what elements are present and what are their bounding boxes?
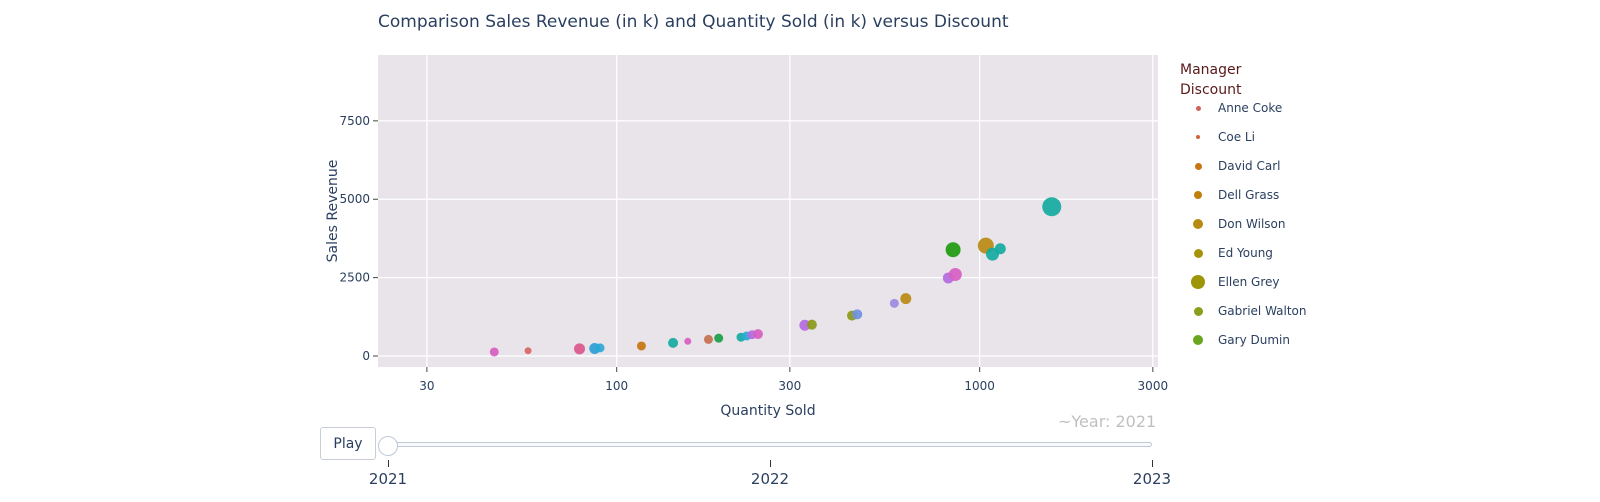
plot-background xyxy=(378,55,1158,367)
x-tick-label: 100 xyxy=(605,379,628,393)
legend-label: Anne Coke xyxy=(1218,101,1283,115)
legend-marker xyxy=(1194,162,1202,170)
legend-label: Gabriel Walton xyxy=(1218,304,1307,318)
data-point xyxy=(945,242,961,258)
legend-label: Ellen Grey xyxy=(1218,275,1280,289)
data-point xyxy=(852,309,863,320)
legend-item[interactable]: Gary Dumin xyxy=(1168,329,1313,351)
slider-step-tick xyxy=(1152,460,1153,467)
data-point xyxy=(1042,197,1062,217)
data-point xyxy=(636,341,646,351)
data-point xyxy=(900,293,912,305)
legend-item[interactable]: David Carl xyxy=(1168,155,1313,177)
slider-rail[interactable] xyxy=(388,442,1152,447)
data-point xyxy=(752,329,763,340)
legend-marker xyxy=(1193,335,1203,345)
legend-item[interactable]: Coe Li xyxy=(1168,126,1313,148)
slider-step-tick xyxy=(770,460,771,467)
legend-item[interactable]: Ed Young xyxy=(1168,242,1313,264)
y-tick-label: 7500 xyxy=(339,114,370,128)
y-tick-label: 0 xyxy=(362,349,370,363)
legend-label: Coe Li xyxy=(1218,130,1255,144)
legend-item[interactable]: Dell Grass xyxy=(1168,184,1313,206)
data-point xyxy=(595,343,605,353)
legend-label: Gary Dumin xyxy=(1218,333,1290,347)
legend-label: Ed Young xyxy=(1218,246,1273,260)
slider-step-tick xyxy=(388,460,389,467)
y-axis-label: Sales Revenue xyxy=(325,160,341,263)
x-tick-label: 3000 xyxy=(1138,379,1169,393)
frame-year-label: ~Year: 2021 xyxy=(1058,412,1157,431)
data-point xyxy=(994,243,1006,255)
x-tick-label: 1000 xyxy=(964,379,995,393)
legend-title: Manager Discount xyxy=(1180,62,1242,98)
data-point xyxy=(948,267,962,281)
legend-item[interactable]: Don Wilson xyxy=(1168,213,1313,235)
slider-step-label[interactable]: 2022 xyxy=(750,470,790,488)
y-tick-label: 5000 xyxy=(339,192,370,206)
legend-item[interactable]: Ellen Grey xyxy=(1168,271,1313,293)
x-tick-label: 30 xyxy=(419,379,434,393)
x-axis-label: Quantity Sold xyxy=(720,403,815,419)
legend-label: Dell Grass xyxy=(1218,188,1280,202)
legend-marker xyxy=(1191,275,1205,289)
legend-marker xyxy=(1193,248,1203,258)
data-point xyxy=(574,343,586,355)
data-point xyxy=(684,337,692,345)
data-point xyxy=(703,334,713,344)
chart-title: Comparison Sales Revenue (in k) and Quan… xyxy=(378,12,1009,32)
data-point xyxy=(668,337,679,348)
legend-marker xyxy=(1193,306,1203,316)
legend-marker xyxy=(1193,219,1203,229)
legend-label: Don Wilson xyxy=(1218,217,1286,231)
data-point xyxy=(806,319,817,330)
slider-step-label[interactable]: 2023 xyxy=(1132,470,1172,488)
legend: Manager Discount Anne Coke Coe Li David Ca… xyxy=(1168,55,1313,365)
x-tick-label: 300 xyxy=(778,379,801,393)
data-point xyxy=(889,298,899,308)
slider-handle[interactable] xyxy=(378,436,398,456)
y-tick-label: 2500 xyxy=(339,271,370,285)
legend-item[interactable]: Anne Coke xyxy=(1168,97,1313,119)
slider-step-label[interactable]: 2021 xyxy=(368,470,408,488)
legend-marker xyxy=(1194,191,1202,199)
play-button[interactable]: Play xyxy=(320,427,376,460)
data-point xyxy=(489,347,499,357)
legend-label: David Carl xyxy=(1218,159,1281,173)
data-point xyxy=(714,333,724,343)
legend-item[interactable]: Gabriel Walton xyxy=(1168,300,1313,322)
data-point xyxy=(524,347,532,355)
legend-marker xyxy=(1196,135,1200,139)
legend-marker xyxy=(1195,105,1201,111)
